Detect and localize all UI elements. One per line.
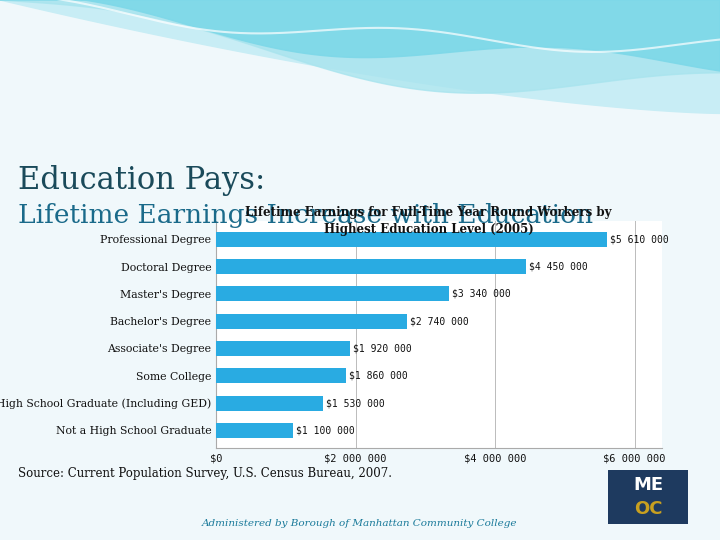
Text: ME: ME <box>633 476 663 494</box>
Bar <box>608 470 688 497</box>
Bar <box>608 497 688 524</box>
Text: $1 920 000: $1 920 000 <box>353 343 411 354</box>
Bar <box>216 341 350 356</box>
Text: $2 740 000: $2 740 000 <box>410 316 469 326</box>
Bar <box>216 232 607 247</box>
Text: $3 340 000: $3 340 000 <box>451 289 510 299</box>
Text: OC: OC <box>634 500 662 518</box>
Bar <box>216 314 407 329</box>
Text: Lifetime Earnings Increase with Education: Lifetime Earnings Increase with Educatio… <box>18 202 593 227</box>
Bar <box>216 368 346 383</box>
Text: Education Pays:: Education Pays: <box>18 165 265 195</box>
Text: $1 860 000: $1 860 000 <box>348 371 408 381</box>
Text: $5 610 000: $5 610 000 <box>610 234 669 244</box>
Bar <box>216 286 449 301</box>
Text: $1 100 000: $1 100 000 <box>295 426 354 435</box>
Bar <box>216 423 293 438</box>
Text: $4 450 000: $4 450 000 <box>529 261 588 272</box>
Bar <box>216 396 323 410</box>
Text: Source: Current Population Survey, U.S. Census Bureau, 2007.: Source: Current Population Survey, U.S. … <box>18 467 392 480</box>
Text: Administered by Borough of Manhattan Community College: Administered by Borough of Manhattan Com… <box>202 519 518 528</box>
Bar <box>216 259 526 274</box>
Text: $1 530 000: $1 530 000 <box>325 398 384 408</box>
Text: Lifetime Earnings for Full-Time Year Round Workers by
Highest Education Level (2: Lifetime Earnings for Full-Time Year Rou… <box>245 206 612 237</box>
